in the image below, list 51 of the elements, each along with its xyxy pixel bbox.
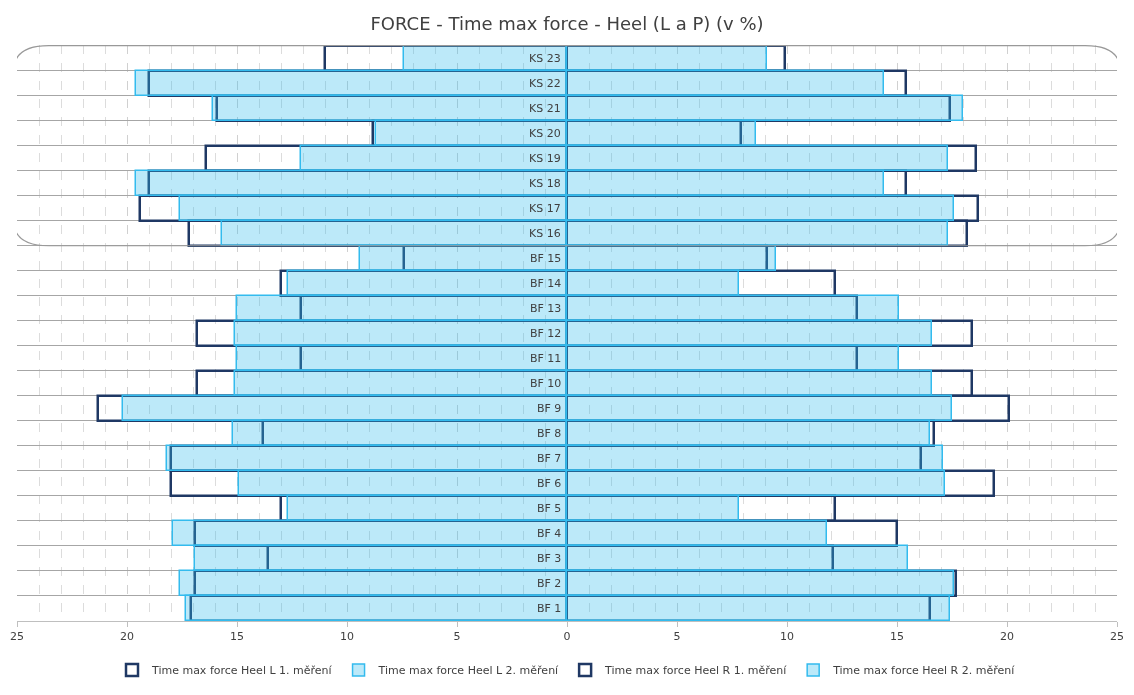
y-tick-label: BF 13	[530, 302, 562, 315]
legend-label: Time max force Heel R 2. měření	[832, 664, 1016, 678]
y-tick-label: KS 20	[529, 127, 561, 140]
y-tick-label: KS 19	[529, 152, 561, 165]
bar	[299, 144, 567, 171]
y-tick-label: KS 22	[529, 77, 561, 90]
y-tick-label: BF 3	[537, 552, 562, 565]
y-tick-label: BF 9	[537, 402, 562, 415]
y-tick-label: BF 15	[530, 252, 562, 265]
y-tick-label: KS 23	[529, 52, 561, 65]
y-tick-label: KS 17	[529, 202, 561, 215]
y-tick-label: BF 14	[530, 277, 562, 290]
y-tick-label: BF 2	[537, 577, 562, 590]
bar	[565, 544, 908, 571]
x-tick-label: 15	[890, 630, 904, 644]
bar	[565, 394, 952, 421]
x-tick-label: 0	[563, 630, 571, 644]
x-tick-label: 5	[673, 630, 681, 644]
bar	[237, 469, 567, 496]
x-tick-label: 20	[1000, 630, 1014, 644]
x-tick-label: 10	[780, 630, 794, 644]
bar	[193, 544, 567, 571]
bar	[565, 519, 827, 546]
y-tick-label: BF 6	[537, 477, 562, 490]
y-tick-label: BF 5	[537, 502, 562, 515]
y-tick-label: KS 16	[529, 227, 561, 240]
y-tick-label: BF 11	[530, 352, 562, 365]
y-tick-label: KS 18	[529, 177, 561, 190]
bar	[565, 494, 739, 521]
x-tick-label: 20	[120, 630, 134, 644]
y-tick-label: BF 1	[537, 602, 562, 615]
x-tick-label: 25	[10, 630, 24, 644]
x-tick-label: 25	[1110, 630, 1124, 644]
bar	[565, 294, 899, 321]
y-tick-label: BF 7	[537, 452, 562, 465]
bar	[565, 269, 739, 296]
legend-label: Time max force Heel L 2. měření	[377, 664, 560, 678]
y-tick-label: BF 8	[537, 427, 562, 440]
x-tick-label: 5	[453, 630, 461, 644]
x-tick-label: 10	[340, 630, 354, 644]
y-tick-label: KS 21	[529, 102, 561, 115]
bar	[235, 344, 567, 371]
bar	[565, 344, 899, 371]
chart-title: FORCE - Time max force - Heel (L a P) (v %)	[370, 12, 764, 34]
x-tick-label: 15	[230, 630, 244, 644]
legend-label: Time max force Heel L 1. měření	[151, 664, 333, 678]
bar	[235, 294, 567, 321]
y-tick-label: BF 4	[537, 527, 562, 540]
y-tick-label: BF 10	[530, 377, 562, 390]
y-tick-label: BF 12	[530, 327, 562, 340]
legend-label: Time max force Heel R 1. měření	[604, 664, 788, 678]
